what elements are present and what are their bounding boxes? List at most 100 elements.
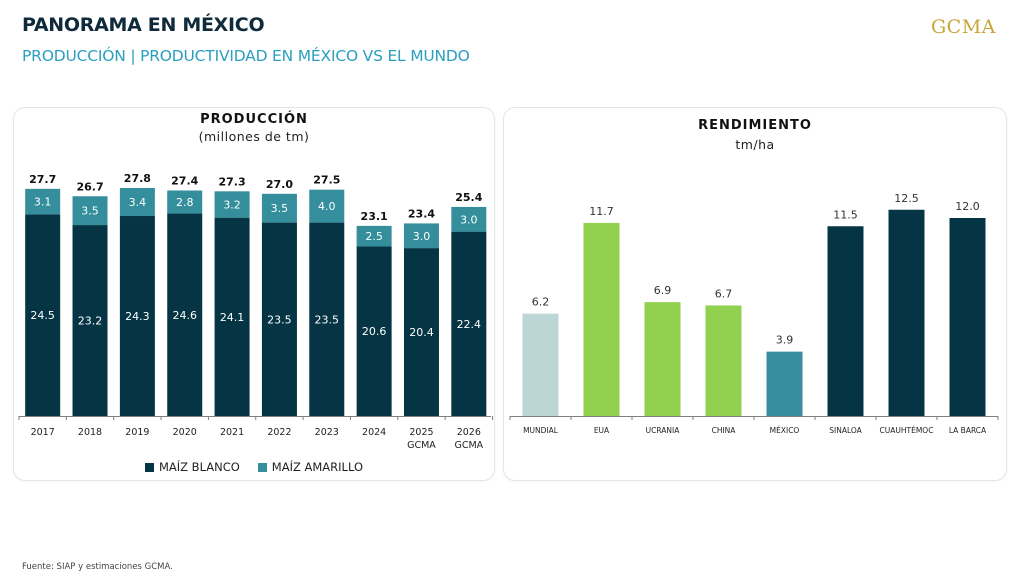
bar-yield xyxy=(949,218,986,416)
bar-maiz-amarillo xyxy=(309,189,345,223)
legend-swatch-maiz-amarillo xyxy=(257,462,267,472)
data-label-yield: 12.5 xyxy=(894,192,919,205)
bar-yield xyxy=(583,222,620,416)
page-title: PANORAMA EN MÉXICO xyxy=(22,14,265,36)
data-label-maiz-blanco: 24.1 xyxy=(220,311,245,324)
legend-swatch-maiz-blanco xyxy=(144,462,154,472)
data-label-maiz-amarillo: 3.4 xyxy=(129,196,147,209)
x-tick-label: GCMA xyxy=(407,440,436,451)
bar-yield xyxy=(522,313,559,416)
x-tick-label: 2024 xyxy=(362,427,386,438)
x-tick-label: 2023 xyxy=(315,427,339,438)
gcma-logo: GCMA xyxy=(931,16,996,38)
data-label-yield: 6.7 xyxy=(715,287,733,300)
data-label-maiz-amarillo: 2.8 xyxy=(176,196,194,209)
data-label-maiz-amarillo: 3.0 xyxy=(460,213,478,226)
page-subtitle: PRODUCCIÓN | PRODUCTIVIDAD EN MÉXICO VS … xyxy=(22,47,470,65)
data-label-maiz-amarillo: 2.5 xyxy=(365,230,383,243)
bar-maiz-blanco xyxy=(214,217,250,416)
bar-maiz-blanco xyxy=(167,213,203,416)
data-label-maiz-amarillo: 3.0 xyxy=(413,230,431,243)
legend-item-maiz-amarillo: MAÍZ AMARILLO xyxy=(257,460,364,474)
bar-yield xyxy=(766,351,803,416)
x-tick-label: 2021 xyxy=(220,427,244,438)
production-chart-title: PRODUCCIÓN xyxy=(200,112,308,127)
data-label-total: 27.7 xyxy=(29,173,56,186)
x-tick-label: GCMA xyxy=(454,440,483,451)
bar-maiz-blanco xyxy=(261,222,297,416)
bar-maiz-amarillo xyxy=(356,225,392,247)
data-label-maiz-blanco: 24.5 xyxy=(30,309,55,322)
data-label-maiz-blanco: 23.5 xyxy=(267,313,292,326)
data-label-total: 27.3 xyxy=(219,175,246,188)
bar-maiz-blanco xyxy=(72,225,108,416)
yield-chart-panel: RENDIMIENTO tm/ha 6.2 MUNDIAL 11.7 EUA 6.9 UC… xyxy=(503,107,1007,481)
data-label-maiz-amarillo: 3.5 xyxy=(271,202,289,215)
bar-yield xyxy=(827,226,864,416)
data-label-maiz-blanco: 20.6 xyxy=(362,325,387,338)
data-label-yield: 11.7 xyxy=(589,205,614,218)
data-label-yield: 11.5 xyxy=(833,208,858,221)
data-label-maiz-amarillo: 4.0 xyxy=(318,200,336,213)
bar-maiz-blanco xyxy=(356,246,392,416)
bar-maiz-amarillo xyxy=(451,206,487,232)
bar-maiz-amarillo xyxy=(261,193,297,223)
x-tick-label: CUAUHTÉMOC xyxy=(880,426,934,435)
production-chart-plot: 24.5 3.1 27.7 2017 23.2 3.5 26.7 2018 24.3 3.4 27.… xyxy=(18,172,493,451)
x-tick-label: LA BARCA xyxy=(949,426,987,435)
bar-maiz-blanco xyxy=(451,231,487,416)
data-label-maiz-amarillo: 3.1 xyxy=(34,196,52,209)
data-label-yield: 3.9 xyxy=(776,334,794,347)
x-tick-label: 2017 xyxy=(31,427,55,438)
data-label-yield: 6.2 xyxy=(532,296,550,309)
data-label-total: 26.7 xyxy=(76,180,103,193)
x-tick-label: 2025 xyxy=(409,427,433,438)
bar-maiz-amarillo xyxy=(72,196,108,226)
data-label-maiz-blanco: 24.6 xyxy=(172,309,197,322)
x-tick-label: 2026 xyxy=(457,427,481,438)
legend-label-maiz-blanco: MAÍZ BLANCO xyxy=(158,460,240,474)
data-label-total: 23.4 xyxy=(408,207,435,220)
x-tick-label: EUA xyxy=(594,426,610,435)
x-tick-label: 2018 xyxy=(78,427,102,438)
production-chart-legend: MAÍZ BLANCO MAÍZ AMARILLO xyxy=(14,460,494,474)
data-label-maiz-blanco: 23.5 xyxy=(315,313,340,326)
bar-maiz-blanco xyxy=(119,216,155,416)
data-label-total: 27.4 xyxy=(171,174,198,187)
legend-item-maiz-blanco: MAÍZ BLANCO xyxy=(144,460,240,474)
data-label-yield: 6.9 xyxy=(654,284,672,297)
bar-maiz-amarillo xyxy=(25,188,61,215)
data-label-maiz-blanco: 23.2 xyxy=(78,315,103,328)
x-tick-label: UCRANIA xyxy=(646,426,681,435)
bar-maiz-amarillo xyxy=(119,188,155,217)
x-tick-label: SINALOA xyxy=(829,426,862,435)
bar-maiz-blanco xyxy=(25,214,61,416)
data-label-total: 27.8 xyxy=(124,172,151,185)
yield-chart-subtitle: tm/ha xyxy=(735,137,775,152)
data-label-maiz-blanco: 22.4 xyxy=(457,318,482,331)
data-label-maiz-blanco: 20.4 xyxy=(409,326,434,339)
yield-chart-title: RENDIMIENTO xyxy=(698,118,812,133)
data-label-total: 23.1 xyxy=(361,210,388,223)
x-tick-label: CHINA xyxy=(712,426,737,435)
source-note: Fuente: SIAP y estimaciones GCMA. xyxy=(22,562,173,572)
bar-maiz-amarillo xyxy=(167,190,203,214)
legend-label-maiz-amarillo: MAÍZ AMARILLO xyxy=(271,460,364,474)
production-chart-subtitle: (millones de tm) xyxy=(198,129,310,144)
x-tick-label: MÉXICO xyxy=(770,426,800,435)
yield-chart-plot: 6.2 MUNDIAL 11.7 EUA 6.9 UCRANIA 6.7 CHINA 3.9 MÉ… xyxy=(509,192,999,435)
x-tick-label: 2020 xyxy=(173,427,197,438)
data-label-total: 25.4 xyxy=(455,191,482,204)
bar-yield xyxy=(888,209,925,416)
bar-maiz-amarillo xyxy=(214,191,250,218)
bar-maiz-blanco xyxy=(403,248,439,416)
x-tick-label: MUNDIAL xyxy=(523,426,559,435)
data-label-yield: 12.0 xyxy=(955,200,980,213)
bar-yield xyxy=(705,305,742,416)
bar-maiz-amarillo xyxy=(403,223,439,249)
data-label-maiz-amarillo: 3.5 xyxy=(81,205,99,218)
x-tick-label: 2019 xyxy=(125,427,149,438)
data-label-maiz-amarillo: 3.2 xyxy=(223,198,241,211)
production-chart-panel: PRODUCCIÓN (millones de tm) 24.5 3.1 27.7 2… xyxy=(13,107,495,481)
bar-maiz-blanco xyxy=(309,222,345,416)
